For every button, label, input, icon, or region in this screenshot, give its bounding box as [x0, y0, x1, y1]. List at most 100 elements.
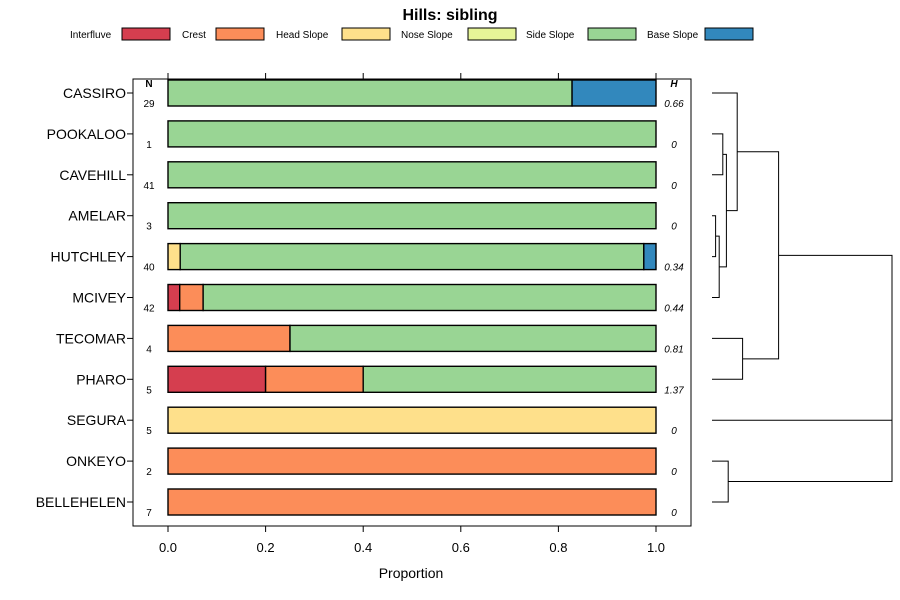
dendrogram-link	[712, 92, 738, 212]
h-value: 0.81	[664, 344, 683, 355]
legend: Interfluve Crest Head Slope Nose Slope Side …	[70, 27, 754, 41]
legend-item-interfluve: Interfluve	[70, 27, 171, 41]
category-label: HUTCHLEY	[51, 249, 127, 265]
category-label: PHARO	[76, 371, 126, 387]
dendrogram-link	[712, 460, 729, 503]
legend-label: Nose Slope	[401, 30, 453, 41]
bar-segment-crest	[167, 488, 657, 516]
n-value: 3	[146, 222, 152, 233]
h-value: 0	[671, 181, 677, 192]
bar-segment-interfluve	[167, 283, 181, 312]
legend-swatch	[121, 27, 171, 41]
bar-segment-side-slope	[289, 324, 657, 353]
dendrogram-link	[778, 254, 893, 451]
legend-swatch	[467, 27, 517, 41]
n-value: 41	[143, 181, 155, 192]
bar-segment-side-slope	[167, 161, 657, 189]
bar-segment-side-slope	[167, 79, 573, 107]
legend-label: Base Slope	[647, 30, 699, 41]
bar-segment-side-slope	[167, 120, 657, 148]
bar-segment-interfluve	[167, 365, 267, 393]
category-label: POOKALOO	[47, 126, 126, 142]
chart-title: Hills: sibling	[402, 7, 497, 24]
category-label: SEGURA	[67, 412, 127, 428]
h-value: 0	[671, 140, 677, 151]
bar-segment-crest	[167, 324, 291, 353]
category-label: AMELAR	[68, 208, 126, 224]
row-cassiro: CASSIRO 29 0.66	[63, 79, 684, 110]
h-column-header: H	[670, 79, 678, 90]
h-value: 1.37	[664, 385, 684, 396]
x-tick-label: 0.8	[549, 540, 567, 555]
category-label: CAVEHILL	[59, 167, 126, 183]
category-label: TECOMAR	[56, 330, 126, 346]
bar-segment-crest	[179, 283, 204, 312]
legend-swatch	[704, 27, 754, 41]
legend-swatch	[587, 27, 637, 41]
h-value: 0.34	[664, 263, 684, 274]
n-column-header: N	[145, 79, 152, 90]
h-value: 0	[671, 508, 677, 519]
legend-item-nose-slope: Nose Slope	[401, 27, 517, 41]
bar-segment-crest	[167, 447, 657, 475]
h-value: 0.66	[664, 99, 684, 110]
h-value: 0	[671, 467, 677, 478]
legend-swatch	[341, 27, 391, 41]
legend-label: Crest	[182, 30, 206, 41]
category-label: CASSIRO	[63, 85, 126, 101]
row-hutchley: HUTCHLEY 40 0.34	[51, 242, 684, 274]
bar-segment-crest	[264, 365, 364, 393]
legend-item-head-slope: Head Slope	[276, 27, 391, 41]
plot-frame	[132, 78, 692, 527]
dendrogram-link	[712, 337, 744, 380]
n-value: 29	[143, 99, 155, 110]
row-mcivey: MCIVEY 42 0.44	[72, 283, 684, 315]
n-value: 4	[146, 344, 152, 355]
x-tick-label: 0.4	[354, 540, 372, 555]
x-axis: 0.0 0.2 0.4 0.6 0.8 1.0	[159, 73, 665, 555]
category-label: BELLEHELEN	[36, 494, 126, 510]
x-tick-label: 0.6	[452, 540, 470, 555]
row-cavehill: CAVEHILL 41 0	[59, 161, 677, 192]
dendrogram-link	[712, 215, 717, 258]
n-value: 42	[143, 304, 155, 315]
legend-label: Interfluve	[70, 30, 112, 41]
n-value: 5	[146, 385, 152, 396]
x-tick-label: 1.0	[647, 540, 665, 555]
row-onkeyo: ONKEYO 2 0	[66, 447, 677, 478]
bar-segment-side-slope	[202, 283, 657, 312]
bar-segment-base-slope	[643, 242, 657, 271]
h-value: 0	[671, 426, 677, 437]
category-label: MCIVEY	[72, 290, 126, 306]
n-value: 40	[143, 263, 155, 274]
bar-segment-side-slope	[167, 201, 657, 230]
row-pookaloo: POOKALOO 1 0	[47, 120, 677, 151]
legend-item-side-slope: Side Slope	[526, 27, 637, 41]
n-value: 1	[146, 140, 152, 151]
bar-segment-base-slope	[571, 79, 657, 107]
category-label: ONKEYO	[66, 453, 126, 469]
legend-item-crest: Crest	[182, 27, 265, 41]
row-segura: SEGURA 5 0	[67, 406, 677, 437]
row-tecomar: TECOMAR 4 0.81	[56, 324, 684, 355]
row-pharo: PHARO 5 1.37	[76, 365, 684, 396]
dendrogram-link	[712, 419, 893, 483]
legend-label: Head Slope	[276, 30, 329, 41]
bar-segment-head-slope	[167, 406, 657, 434]
n-value: 7	[146, 508, 152, 519]
bar-segment-side-slope	[362, 365, 657, 393]
dendrogram	[712, 92, 893, 503]
h-value: 0	[671, 222, 677, 233]
n-value: 5	[146, 426, 152, 437]
legend-item-base-slope: Base Slope	[647, 27, 754, 41]
h-value: 0.44	[664, 304, 684, 315]
row-bellehelen: BELLEHELEN 7 0	[36, 488, 677, 519]
legend-swatch	[215, 27, 265, 41]
x-tick-label: 0.0	[159, 540, 177, 555]
n-value: 2	[146, 467, 152, 478]
bar-segment-side-slope	[179, 242, 645, 271]
legend-label: Side Slope	[526, 30, 575, 41]
bar-rows: CASSIRO 29 0.66 POOKALOO 1 0 CAVEHILL 41 0 AMELAR…	[36, 79, 684, 519]
dendrogram-link	[737, 151, 780, 360]
